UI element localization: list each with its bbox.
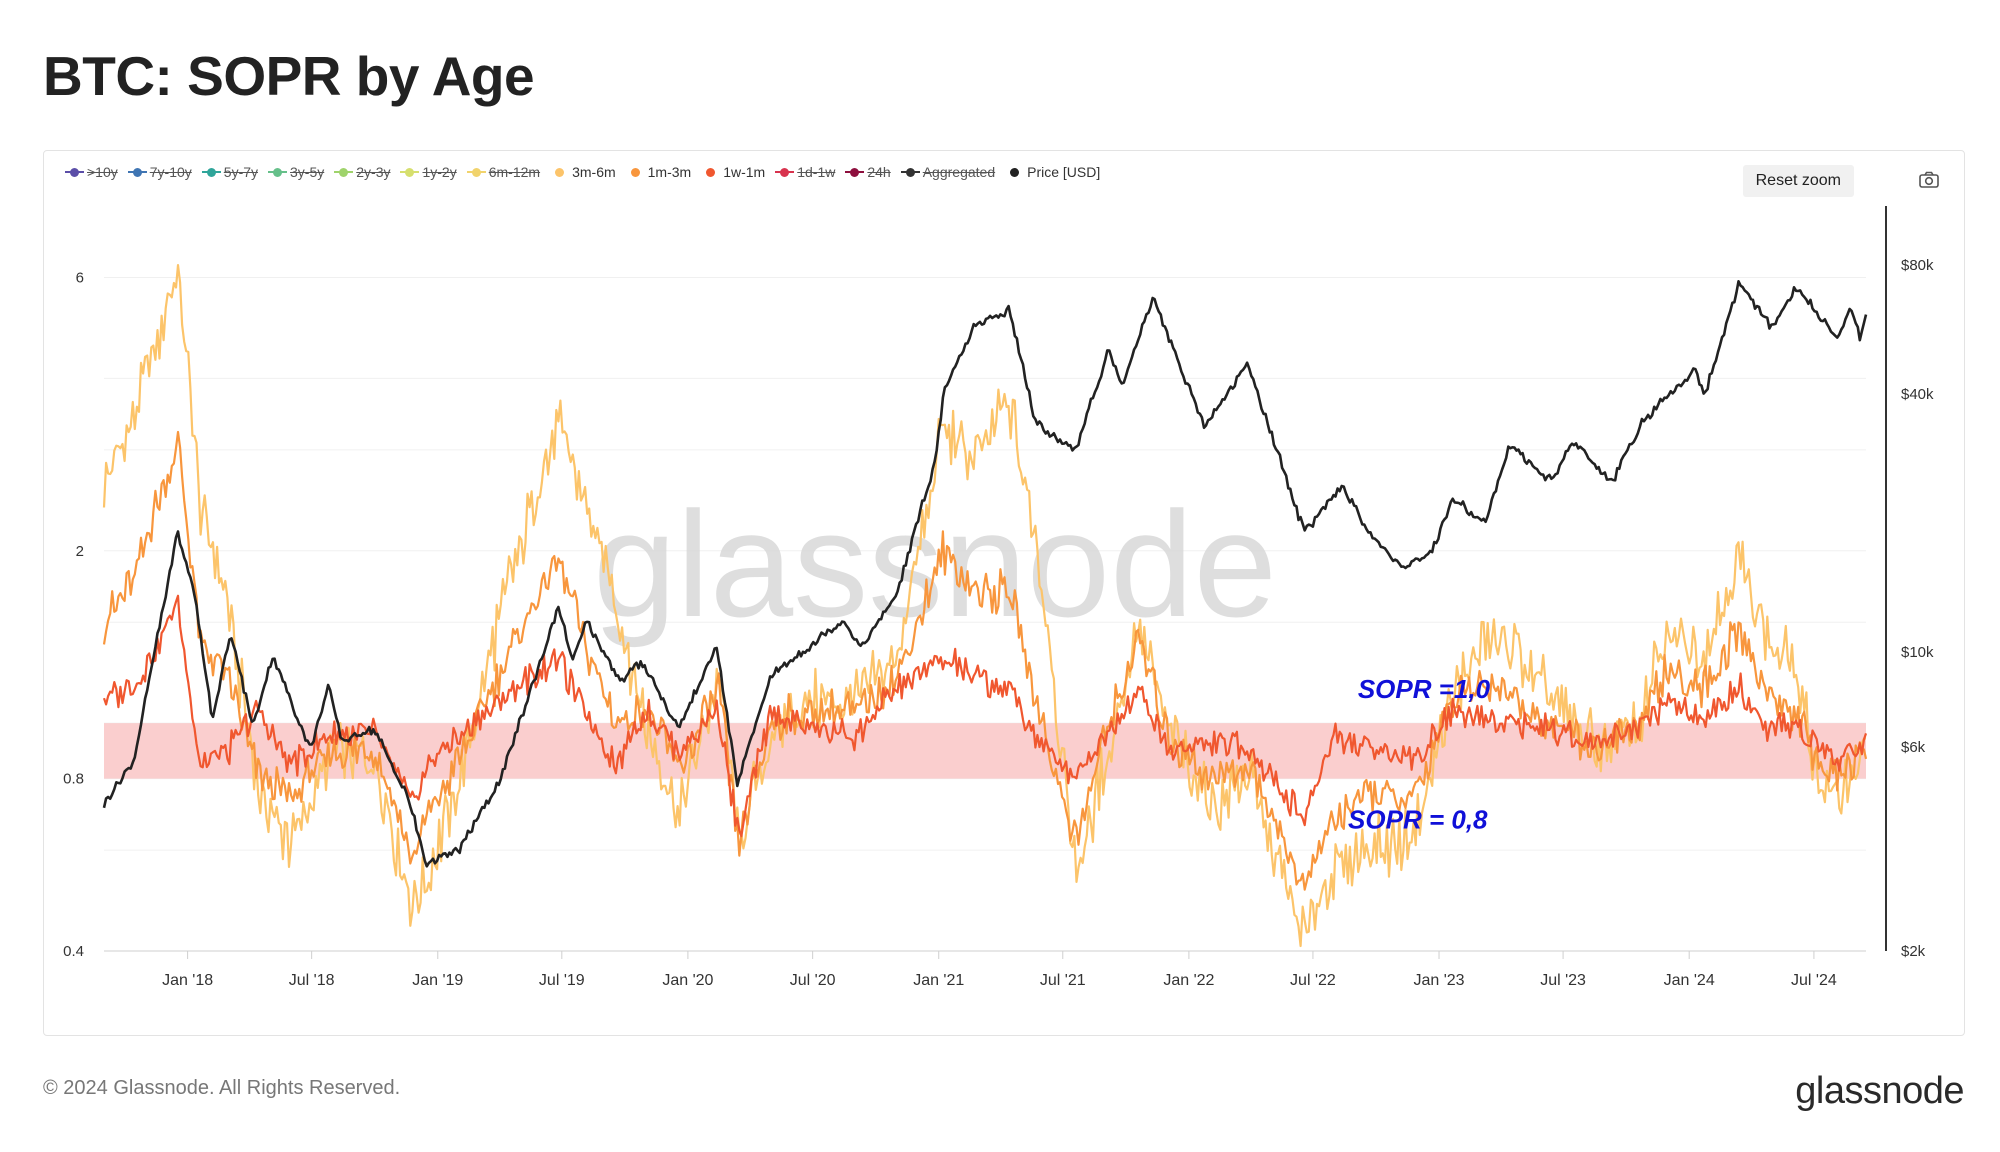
- legend-item[interactable]: 1d-1w: [775, 164, 836, 180]
- legend-marker-icon: [466, 167, 486, 177]
- legend-marker-icon: [775, 167, 795, 177]
- series-line-1m-3m: [102, 430, 1868, 891]
- chart-plot-area: glassnode Jan '18 Jul '18 Jan '19 Jul '19 Jan…: [63, 206, 1934, 989]
- legend-label: Price [USD]: [1027, 164, 1101, 180]
- y-right-tick-label: $40k: [1901, 386, 1934, 403]
- legend-label: 24h: [867, 164, 891, 180]
- series-line-price-usd-: [102, 280, 1868, 868]
- legend-item[interactable]: 3y-5y: [268, 164, 325, 180]
- x-tick-label: Jan '18: [162, 972, 213, 989]
- legend-marker-icon: [65, 167, 84, 177]
- glassnode-logo: glassnode: [1795, 1070, 1964, 1112]
- legend-item[interactable]: 3m-6m: [555, 164, 616, 180]
- legend-label: 7y-10y: [149, 164, 192, 180]
- legend-marker-icon: [127, 167, 147, 177]
- x-tick-label: Jan '21: [913, 972, 964, 989]
- legend-label: 1d-1w: [797, 164, 836, 180]
- legend-label: 1w-1m: [723, 164, 766, 180]
- legend-item[interactable]: >10y: [65, 164, 118, 180]
- legend-label: >10y: [87, 164, 118, 180]
- x-tick-label: Jan '23: [1413, 972, 1464, 989]
- legend-marker-icon: [334, 167, 354, 177]
- legend-label: 1m-3m: [647, 164, 692, 180]
- x-tick-label: Jul '19: [539, 972, 585, 989]
- legend-marker-icon: [630, 167, 645, 177]
- legend-marker-icon: [555, 167, 569, 177]
- y-left-tick-label: 0.4: [63, 943, 84, 960]
- legend-label: Aggregated: [922, 164, 996, 180]
- legend-marker-icon: [400, 167, 420, 177]
- legend-item[interactable]: 1w-1m: [706, 164, 765, 180]
- legend-item[interactable]: 7y-10y: [127, 164, 192, 180]
- x-tick-label: Jul '22: [1290, 972, 1336, 989]
- annotation-sopr-1: SOPR =1,0: [1358, 674, 1491, 704]
- x-tick-label: Jul '24: [1791, 972, 1837, 989]
- page-title: BTC: SOPR by Age: [43, 45, 535, 107]
- legend-marker-icon: [201, 167, 221, 177]
- y-left-tick-label: 0.8: [63, 771, 84, 788]
- y-right-tick-label: $6k: [1901, 739, 1926, 756]
- copyright-text: © 2024 Glassnode. All Rights Reserved.: [43, 1077, 401, 1099]
- x-tick-label: Jul '21: [1040, 972, 1086, 989]
- x-tick-label: Jan '19: [412, 972, 463, 989]
- legend-item[interactable]: Aggregated: [900, 164, 996, 180]
- legend-item[interactable]: 2y-3y: [334, 164, 391, 180]
- legend-label: 2y-3y: [356, 164, 391, 180]
- x-tick-label: Jan '20: [662, 972, 713, 989]
- chart-card: >10y 7y-10y 5y-7y 3y-5y 2y-3y 1y-2y 6m-12m 3m-6…: [43, 150, 1965, 1036]
- x-tick-label: Jul '18: [289, 972, 335, 989]
- annotation-sopr-08: SOPR = 0,8: [1348, 805, 1488, 835]
- y-left-tick-label: 6: [76, 270, 84, 287]
- legend-label: 1y-2y: [422, 164, 457, 180]
- camera-icon[interactable]: [1918, 169, 1940, 191]
- legend-marker-icon: [845, 167, 865, 177]
- y-right-tick-label: $10k: [1901, 644, 1934, 661]
- y-right-tick-label: $2k: [1901, 943, 1926, 960]
- legend-label: 3m-6m: [572, 164, 616, 180]
- legend-label: 6m-12m: [488, 164, 541, 180]
- x-tick-label: Jan '22: [1163, 972, 1214, 989]
- chart-legend: >10y 7y-10y 5y-7y 3y-5y 2y-3y 1y-2y 6m-12m 3m-6…: [65, 164, 1115, 180]
- legend-marker-icon: [706, 167, 720, 177]
- x-tick-label: Jul '23: [1540, 972, 1586, 989]
- reset-zoom-button[interactable]: Reset zoom: [1742, 165, 1854, 197]
- y-left-tick-label: 2: [76, 543, 84, 560]
- legend-item[interactable]: 5y-7y: [201, 164, 259, 180]
- legend-item[interactable]: Price [USD]: [1010, 164, 1100, 180]
- series-line-1w-1m: [102, 594, 1868, 838]
- watermark-text: glassnode: [593, 480, 1277, 648]
- y-right-tick-label: $80k: [1901, 257, 1934, 274]
- legend-item[interactable]: 1m-3m: [630, 164, 692, 180]
- legend-item[interactable]: 1y-2y: [400, 164, 457, 180]
- legend-item[interactable]: 24h: [845, 164, 891, 180]
- legend-item[interactable]: 6m-12m: [466, 164, 541, 180]
- legend-marker-icon: [900, 167, 920, 177]
- legend-marker-icon: [1010, 167, 1024, 177]
- legend-marker-icon: [268, 167, 288, 177]
- x-tick-label: Jan '24: [1664, 972, 1715, 989]
- legend-label: 5y-7y: [223, 164, 259, 180]
- legend-label: 3y-5y: [290, 164, 325, 180]
- x-tick-label: Jul '20: [790, 972, 836, 989]
